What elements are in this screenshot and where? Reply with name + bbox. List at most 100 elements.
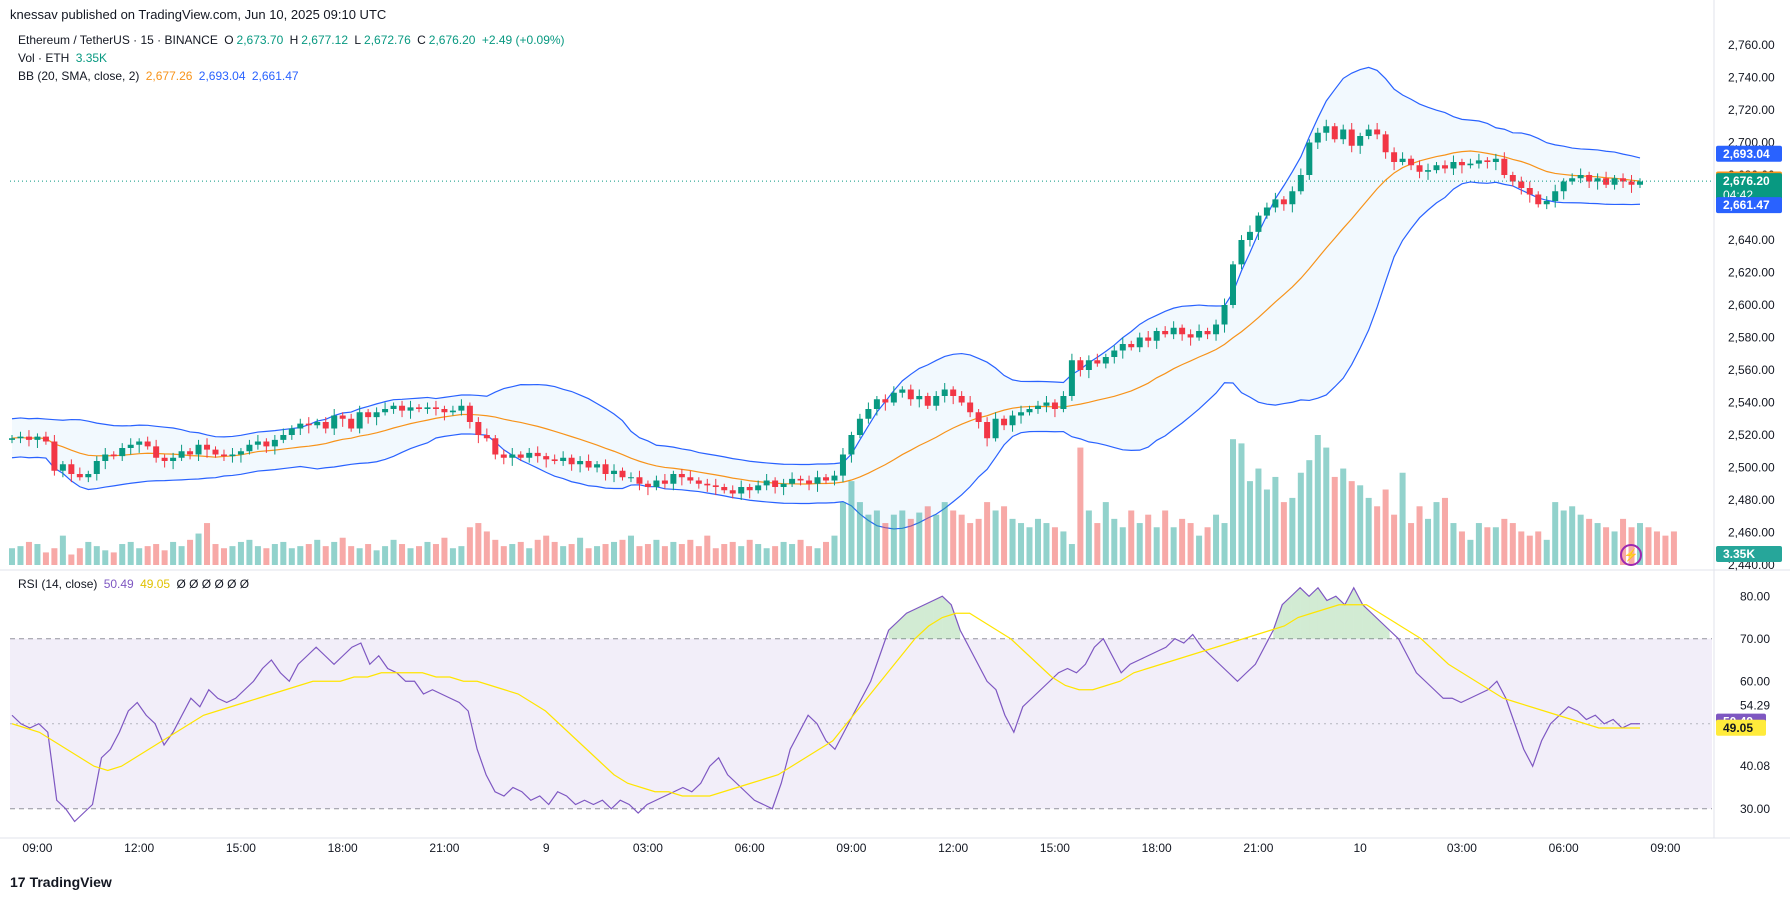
candle-body bbox=[42, 436, 49, 442]
candle-body bbox=[797, 478, 804, 481]
candle-body bbox=[466, 405, 473, 422]
volume-bar bbox=[399, 544, 406, 565]
volume-bar bbox=[1323, 447, 1330, 565]
volume-bar bbox=[1297, 472, 1304, 565]
time-tick-label: 09:00 bbox=[836, 841, 866, 855]
rsi-tick-label: 40.08 bbox=[1740, 759, 1770, 773]
volume-bar bbox=[432, 544, 439, 565]
candle-body bbox=[1450, 162, 1457, 169]
volume-bar bbox=[602, 544, 609, 565]
volume-bar bbox=[975, 518, 982, 565]
volume-bar bbox=[348, 546, 355, 565]
rsi-overbought-fill bbox=[1317, 587, 1327, 639]
volume-bar bbox=[246, 539, 253, 565]
volume-bar bbox=[466, 527, 473, 565]
candle-body bbox=[212, 449, 219, 455]
candle-body bbox=[950, 389, 957, 396]
volume-bar bbox=[1331, 476, 1338, 565]
candle-body bbox=[1620, 178, 1627, 182]
volume-legend: Vol · ETH 3.35K bbox=[18, 51, 108, 65]
price-tick-label: 2,760.00 bbox=[1728, 38, 1775, 52]
candle-body bbox=[9, 438, 15, 440]
time-tick-label: 03:00 bbox=[633, 841, 663, 855]
rsi-overbought-fill bbox=[933, 596, 943, 639]
candle-body bbox=[271, 439, 278, 447]
volume-bar bbox=[1484, 527, 1491, 565]
candle-body bbox=[1475, 160, 1482, 164]
volume-bar bbox=[1179, 518, 1186, 565]
high-value: 2,677.12 bbox=[301, 33, 348, 47]
volume-bar bbox=[1289, 497, 1296, 565]
lightning-icon[interactable]: ⚡ bbox=[1620, 544, 1642, 566]
close-value: 2,676.20 bbox=[428, 33, 476, 47]
candle-body bbox=[704, 483, 711, 486]
candle-body bbox=[288, 428, 295, 435]
candle-body bbox=[492, 438, 499, 455]
volume-bar bbox=[127, 541, 134, 565]
volume-bar bbox=[424, 541, 431, 565]
volume-bar bbox=[1467, 539, 1474, 565]
volume-bar bbox=[237, 541, 244, 565]
candle-body bbox=[1509, 175, 1516, 182]
candle-body bbox=[237, 451, 244, 455]
volume-bar bbox=[1611, 531, 1618, 565]
candle-body bbox=[85, 474, 92, 478]
candle-body bbox=[17, 436, 24, 439]
candle-body bbox=[899, 389, 906, 393]
volume-bar bbox=[1187, 523, 1194, 565]
volume-bar bbox=[1441, 497, 1448, 565]
volume-bar bbox=[1653, 531, 1660, 565]
candle-body bbox=[1365, 129, 1372, 136]
volume-bar bbox=[305, 544, 312, 565]
candle-body bbox=[831, 475, 838, 481]
low-value: 2,672.76 bbox=[364, 33, 411, 47]
volume-bar bbox=[1475, 523, 1482, 565]
volume-bar bbox=[1594, 523, 1601, 565]
volume-bar bbox=[280, 541, 287, 565]
candle-body bbox=[1569, 178, 1576, 182]
rsi-tick-label: 54.29 bbox=[1740, 699, 1770, 713]
volume-bar bbox=[1213, 514, 1220, 565]
candle-body bbox=[1340, 129, 1347, 140]
volume-bar bbox=[1637, 523, 1643, 565]
symbol-name[interactable]: Ethereum / TetherUS · 15 · BINANCE bbox=[18, 33, 218, 47]
tradingview-brand[interactable]: 17 TradingView bbox=[10, 874, 112, 890]
price-tick-label: 2,640.00 bbox=[1728, 233, 1775, 247]
candle-body bbox=[975, 412, 982, 422]
volume-bar bbox=[950, 510, 957, 565]
volume-bar bbox=[458, 546, 465, 565]
candle-body bbox=[1374, 129, 1381, 135]
volume-bar bbox=[382, 546, 389, 565]
candle-body bbox=[1238, 240, 1245, 265]
volume-bar bbox=[1391, 514, 1398, 565]
candle-body bbox=[1543, 201, 1550, 205]
candle-body bbox=[839, 454, 846, 476]
volume-bar bbox=[314, 539, 321, 565]
volume-bar bbox=[297, 546, 304, 565]
bb-lower-value: 2,661.47 bbox=[251, 69, 299, 83]
rsi-overbought-fill bbox=[942, 596, 952, 639]
rsi-extras: Ø Ø Ø Ø Ø Ø bbox=[176, 577, 250, 591]
candle-body bbox=[721, 487, 728, 491]
candle-body bbox=[1594, 178, 1601, 182]
candle-body bbox=[1280, 199, 1287, 205]
volume-bar bbox=[59, 535, 66, 565]
candle-body bbox=[1577, 175, 1584, 179]
volume-bar bbox=[755, 544, 762, 565]
volume-bar bbox=[500, 546, 507, 565]
candle-body bbox=[712, 485, 719, 487]
time-tick-label: 09:00 bbox=[22, 841, 52, 855]
volume-bar bbox=[1077, 447, 1084, 565]
candle-body bbox=[823, 477, 829, 481]
rsi-overbought-fill bbox=[1273, 604, 1283, 639]
candle-body bbox=[1119, 344, 1126, 351]
volume-bar bbox=[1586, 518, 1593, 565]
volume-bar bbox=[1416, 506, 1423, 565]
volume-bar bbox=[797, 539, 804, 565]
candle-body bbox=[161, 457, 168, 461]
volume-bar bbox=[712, 548, 719, 565]
published-header: knessav published on TradingView.com, Ju… bbox=[10, 7, 387, 22]
volume-bar bbox=[331, 541, 338, 565]
candle-body bbox=[992, 418, 999, 439]
